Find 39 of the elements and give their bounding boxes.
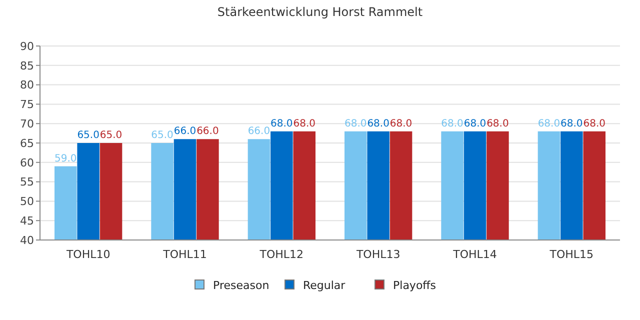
x-tick-label: TOHL14 [452, 248, 497, 261]
x-tick-label: TOHL15 [548, 248, 594, 261]
data-label: 65.0 [100, 130, 122, 141]
data-label: 66.0 [196, 126, 219, 138]
data-label: 66.0 [248, 126, 270, 138]
data-label: 66.0 [174, 126, 196, 138]
x-tick-label: TOHL13 [355, 248, 400, 261]
y-tick-label: 55 [20, 176, 34, 189]
y-tick-label: 65 [20, 136, 34, 150]
data-label: 68.0 [486, 118, 509, 130]
y-tick-label: 85 [20, 59, 34, 72]
data-label: 65.0 [77, 130, 100, 141]
data-label: 59.0 [54, 153, 77, 164]
legend-label: Regular [303, 278, 346, 292]
data-label: 68.0 [464, 118, 486, 130]
data-label: 65.0 [151, 130, 174, 141]
data-label: 68.0 [293, 118, 316, 130]
data-label: 68.0 [367, 118, 390, 130]
y-tick-label: 70 [20, 117, 34, 130]
data-label: 68.0 [441, 118, 464, 130]
data-label: 68.0 [344, 118, 367, 130]
data-label: 68.0 [583, 118, 606, 130]
y-tick-label: 60 [20, 156, 34, 170]
data-label: 68.0 [390, 118, 412, 130]
data-label: 68.0 [538, 118, 560, 130]
y-tick-label: 40 [20, 234, 34, 247]
y-tick-label: 45 [20, 214, 34, 228]
legend-label: Playoffs [393, 278, 436, 292]
x-tick-label: TOHL10 [65, 248, 110, 261]
x-tick-label: TOHL11 [162, 248, 207, 261]
data-label: 68.0 [270, 118, 293, 130]
data-label: 68.0 [560, 118, 583, 130]
legend-label: Preseason [213, 278, 270, 292]
y-tick-label: 50 [20, 195, 34, 208]
y-tick-label: 80 [20, 78, 34, 92]
chart-title: Stärkeentwicklung Horst Rammelt [217, 5, 423, 19]
y-tick-label: 75 [20, 98, 34, 112]
y-tick-label: 90 [20, 40, 34, 53]
x-tick-label: TOHL12 [258, 248, 304, 261]
